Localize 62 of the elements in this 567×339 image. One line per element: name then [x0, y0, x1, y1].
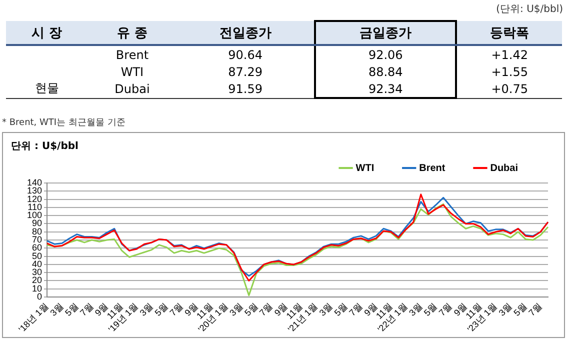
- chart-title: 단위 : U$/bbl: [11, 140, 78, 153]
- x-tick-label: 5월: [152, 300, 170, 318]
- y-tick-label: 80: [32, 226, 42, 236]
- x-tick-label: 3월: [228, 300, 245, 318]
- y-tick-label: 120: [26, 194, 42, 204]
- y-tick-label: 90: [32, 218, 42, 228]
- y-tick-label: 110: [28, 202, 42, 212]
- y-tick-label: 0: [37, 292, 42, 302]
- y-tick-label: 100: [26, 210, 42, 220]
- y-tick-label: 10: [32, 283, 42, 294]
- text: WTI: [120, 64, 145, 80]
- x-tick-label: 5월: [512, 300, 529, 318]
- x-tick-label: 7월: [168, 300, 185, 318]
- y-tick-label: 40: [32, 258, 42, 269]
- x-tick-label: 5월: [422, 300, 440, 318]
- text: * Brent, WTI는 최근월물 기준: [2, 117, 126, 129]
- x-tick-label: 9월: [362, 300, 380, 318]
- text: 등락폭: [456, 21, 562, 45]
- y-tick-label: 20: [32, 275, 42, 286]
- x-tick-label: 3월: [48, 300, 66, 318]
- x-tick-label: 7월: [258, 300, 275, 318]
- x-tick-label: 3월: [407, 300, 424, 318]
- text: 유 종: [88, 21, 177, 45]
- text: +1.55: [490, 64, 529, 80]
- x-tick-label: 7월: [436, 300, 454, 318]
- y-tick-label: 50: [32, 250, 42, 261]
- text: +1.42: [490, 46, 529, 63]
- text: Brent: [114, 46, 150, 63]
- text: +0.75: [456, 80, 562, 98]
- y-tick-label: 140: [26, 177, 42, 188]
- x-tick-label: 5월: [63, 300, 80, 318]
- text: 92.06: [315, 45, 456, 63]
- x-tick-label: 9월: [182, 300, 200, 318]
- x-tick-label: 7월: [526, 300, 544, 318]
- text: 시 장: [6, 21, 88, 45]
- x-tick-label: 7월: [347, 300, 364, 318]
- x-tick-label: 3월: [317, 300, 334, 318]
- x-tick-label: 5월: [332, 300, 350, 318]
- y-tick-label: 70: [32, 234, 42, 244]
- x-tick-label: 3월: [496, 300, 514, 318]
- text: Dubai: [88, 80, 177, 98]
- x-tick-label: 3월: [138, 300, 155, 318]
- text: 금일종가: [315, 21, 456, 45]
- text: 87.29: [227, 64, 264, 80]
- legend-label: Brent: [419, 162, 446, 174]
- x-tick-label: 7월: [78, 300, 96, 318]
- text: 91.59: [176, 80, 316, 98]
- legend-label: WTI: [356, 162, 374, 174]
- x-tick-label: 9월: [93, 300, 110, 318]
- legend-label: Dubai: [490, 162, 518, 174]
- x-tick-label: 5월: [242, 300, 260, 318]
- text: 전일종가: [176, 21, 316, 45]
- text: 현물: [6, 80, 88, 98]
- text: (단위: U$/bbl): [496, 3, 563, 16]
- text: 92.34: [315, 80, 456, 98]
- x-tick-label: 9월: [272, 300, 290, 318]
- y-tick-label: 130: [26, 186, 42, 196]
- y-tick-label: 30: [32, 267, 42, 278]
- text: 88.84: [315, 63, 456, 80]
- text: 90.64: [227, 46, 264, 63]
- y-tick-label: 60: [32, 242, 42, 253]
- x-tick-label: 9월: [452, 300, 469, 318]
